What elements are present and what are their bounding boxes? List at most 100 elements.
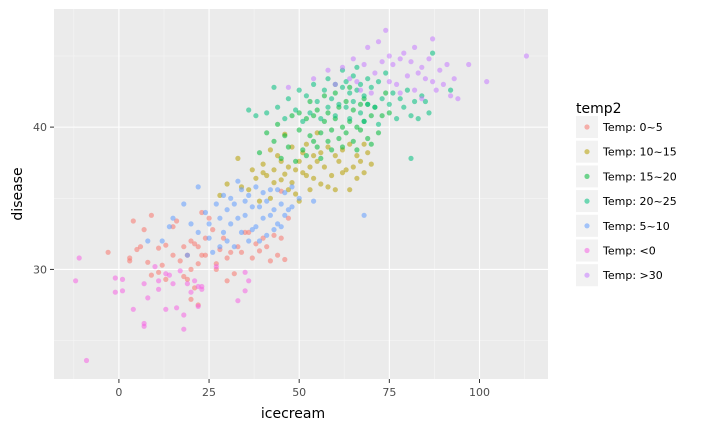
data-point — [285, 144, 291, 150]
data-point — [228, 249, 234, 255]
data-point — [148, 272, 154, 278]
data-point — [267, 258, 273, 264]
data-point — [448, 93, 454, 99]
data-point — [357, 81, 364, 87]
data-point — [318, 155, 324, 161]
x-tick-label: 75 — [382, 386, 396, 399]
data-point — [375, 130, 382, 136]
data-point — [130, 306, 136, 312]
data-point — [390, 90, 396, 96]
data-point — [235, 178, 241, 184]
data-point — [264, 232, 270, 238]
data-point — [375, 39, 382, 45]
data-point — [267, 212, 273, 218]
data-point — [260, 215, 266, 221]
data-point — [343, 104, 349, 110]
data-point — [401, 50, 407, 56]
data-point — [195, 244, 201, 250]
data-point — [311, 198, 317, 204]
data-point — [166, 224, 172, 230]
data-point — [278, 155, 284, 161]
data-point — [357, 101, 364, 107]
data-point — [159, 262, 165, 268]
data-point — [379, 96, 385, 102]
data-point — [412, 98, 418, 105]
legend-swatch — [584, 223, 590, 229]
data-point — [347, 187, 353, 193]
y-tick-label: 40 — [33, 121, 47, 134]
data-point — [141, 323, 147, 329]
data-point — [195, 229, 201, 235]
data-point — [105, 249, 111, 255]
data-point — [256, 198, 263, 204]
data-point — [311, 76, 317, 82]
data-point — [249, 227, 255, 233]
data-point — [271, 232, 277, 238]
data-point — [311, 81, 317, 87]
data-point — [275, 104, 281, 110]
data-point — [177, 258, 183, 264]
data-point — [181, 326, 187, 332]
data-point — [224, 207, 230, 213]
data-point — [314, 98, 320, 105]
data-point — [386, 101, 392, 107]
data-point — [267, 147, 273, 153]
data-point — [76, 255, 82, 261]
data-point — [415, 70, 421, 76]
data-point — [159, 238, 165, 244]
data-point — [484, 79, 490, 85]
data-point — [220, 229, 227, 235]
data-point — [390, 61, 396, 68]
data-point — [321, 118, 327, 124]
data-point — [394, 116, 400, 122]
data-point — [282, 116, 288, 122]
data-point — [275, 121, 281, 127]
data-point — [246, 278, 252, 284]
data-point — [437, 67, 443, 73]
data-point — [231, 244, 237, 250]
data-point — [419, 96, 425, 102]
data-point — [332, 113, 338, 119]
data-point — [332, 187, 338, 193]
data-point — [278, 177, 284, 183]
data-point — [282, 171, 288, 177]
data-point — [231, 271, 237, 277]
data-point — [307, 164, 313, 170]
data-point — [350, 98, 356, 105]
data-point — [361, 141, 367, 147]
data-point — [134, 246, 140, 253]
data-point — [394, 81, 400, 87]
data-point — [195, 261, 201, 267]
data-point — [199, 252, 205, 258]
major-gridlines — [54, 9, 548, 379]
data-point — [354, 124, 360, 130]
data-point — [293, 107, 299, 113]
data-point — [213, 264, 219, 270]
data-point — [235, 244, 241, 250]
data-point — [361, 93, 367, 99]
data-point — [73, 278, 79, 284]
data-point — [357, 110, 364, 116]
data-point — [433, 87, 439, 93]
data-point — [325, 138, 331, 144]
data-point — [271, 138, 277, 144]
data-point — [256, 238, 263, 244]
data-point — [368, 90, 374, 96]
data-point — [293, 158, 299, 164]
data-point — [307, 133, 313, 139]
data-point — [303, 141, 309, 147]
data-point — [112, 289, 118, 295]
data-point — [253, 184, 259, 190]
data-point — [202, 252, 208, 258]
data-point — [119, 276, 126, 282]
data-point — [311, 153, 317, 159]
data-point — [242, 229, 248, 235]
data-point — [210, 249, 216, 255]
legend-label: Temp: 20~25 — [602, 195, 677, 208]
data-point — [314, 158, 320, 164]
data-point — [357, 127, 364, 133]
data-point — [347, 141, 353, 147]
data-point — [293, 167, 299, 173]
data-point — [264, 244, 270, 250]
data-point — [192, 278, 198, 284]
